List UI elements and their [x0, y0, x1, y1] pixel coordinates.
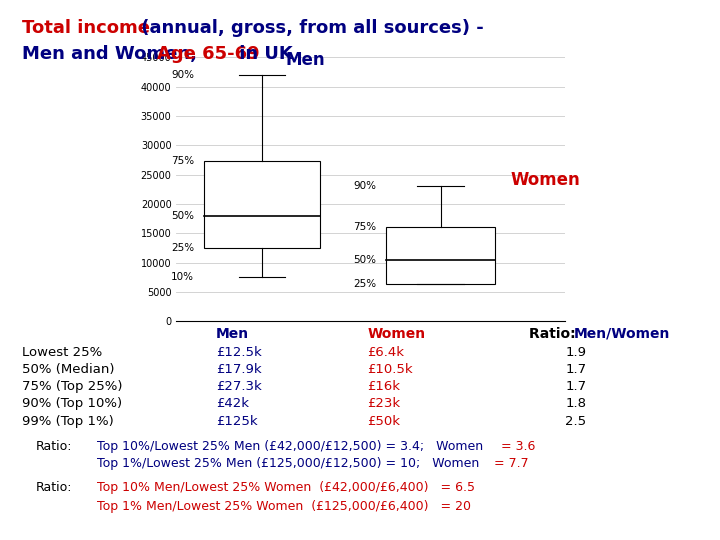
Text: £10.5k: £10.5k — [367, 363, 413, 376]
Text: £27.3k: £27.3k — [216, 380, 262, 393]
Text: Ratio:: Ratio: — [36, 481, 73, 494]
Text: £12.5k: £12.5k — [216, 346, 262, 359]
Text: Top 10%/Lowest 25% Men (£42,000/£12,500) = 3.4;   Women: Top 10%/Lowest 25% Men (£42,000/£12,500)… — [97, 440, 483, 453]
Text: Ratio:: Ratio: — [529, 327, 581, 341]
Text: £125k: £125k — [216, 415, 258, 428]
Text: 25%: 25% — [354, 279, 377, 289]
Text: Age 65-69: Age 65-69 — [157, 45, 260, 63]
Text: Top 10% Men/Lowest 25% Women  (£42,000/£6,400)   = 6.5: Top 10% Men/Lowest 25% Women (£42,000/£6… — [97, 481, 475, 494]
Text: 10%: 10% — [171, 272, 194, 282]
Text: 50% (Median): 50% (Median) — [22, 363, 114, 376]
Text: 1.7: 1.7 — [565, 363, 586, 376]
Text: £42k: £42k — [216, 397, 249, 410]
Text: £17.9k: £17.9k — [216, 363, 261, 376]
Text: 90% (Top 10%): 90% (Top 10%) — [22, 397, 122, 410]
Text: 2.5: 2.5 — [565, 415, 586, 428]
Text: 90%: 90% — [354, 181, 377, 191]
Bar — [387, 227, 495, 284]
Text: Total income: Total income — [22, 19, 150, 37]
Text: in UK: in UK — [233, 45, 292, 63]
Text: £50k: £50k — [367, 415, 400, 428]
Text: Women: Women — [367, 327, 426, 341]
Text: 1.7: 1.7 — [565, 380, 586, 393]
Text: Lowest 25%: Lowest 25% — [22, 346, 102, 359]
Bar — [204, 161, 320, 248]
Text: 75% (Top 25%): 75% (Top 25%) — [22, 380, 122, 393]
Text: 1.8: 1.8 — [565, 397, 586, 410]
Text: Women: Women — [510, 171, 580, 190]
Text: 50%: 50% — [354, 255, 377, 265]
Text: 99% (Top 1%): 99% (Top 1%) — [22, 415, 113, 428]
Text: 50%: 50% — [171, 211, 194, 221]
Text: Men: Men — [285, 51, 325, 69]
Text: 25%: 25% — [171, 243, 194, 253]
Text: = 3.6: = 3.6 — [497, 440, 535, 453]
Text: 75%: 75% — [354, 222, 377, 232]
Text: £23k: £23k — [367, 397, 400, 410]
Text: (annual, gross, from all sources) -: (annual, gross, from all sources) - — [135, 19, 484, 37]
Text: = 7.7: = 7.7 — [490, 457, 528, 470]
Text: Men/Women: Men/Women — [574, 327, 670, 341]
Text: 75%: 75% — [171, 156, 194, 166]
Text: Men: Men — [216, 327, 249, 341]
Text: £16k: £16k — [367, 380, 400, 393]
Text: 1.9: 1.9 — [565, 346, 586, 359]
Text: Top 1%/Lowest 25% Men (£125,000/£12,500) = 10;   Women: Top 1%/Lowest 25% Men (£125,000/£12,500)… — [97, 457, 480, 470]
Text: Top 1% Men/Lowest 25% Women  (£125,000/£6,400)   = 20: Top 1% Men/Lowest 25% Women (£125,000/£6… — [97, 500, 471, 513]
Text: Men and Women,: Men and Women, — [22, 45, 203, 63]
Text: 90%: 90% — [171, 70, 194, 80]
Text: Ratio:: Ratio: — [36, 440, 73, 453]
Text: £6.4k: £6.4k — [367, 346, 404, 359]
